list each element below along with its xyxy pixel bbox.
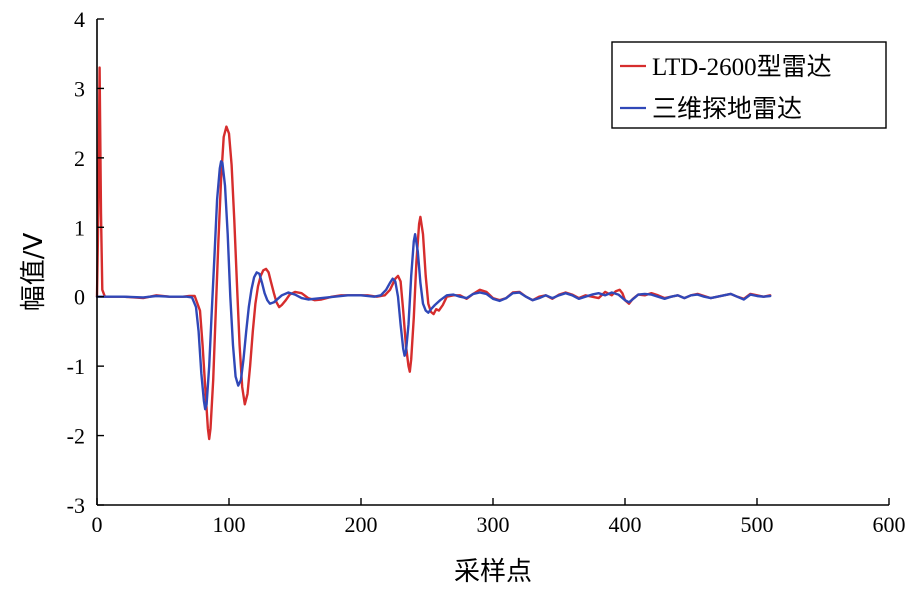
y-tick-label: 2 [74, 146, 85, 171]
x-tick-label: 100 [213, 512, 246, 537]
plot-area: 0 100 200 300 400 500 600 -3 -2 -1 0 1 2 3 4 [67, 7, 906, 537]
x-tick-label: 200 [345, 512, 378, 537]
legend-label-1: LTD-2600型雷达 [652, 53, 832, 81]
x-axis-title: 采样点 [454, 557, 532, 587]
y-tick-label: 1 [74, 215, 85, 240]
y-tick-label: -2 [67, 424, 85, 449]
x-tick-label: 0 [92, 512, 103, 537]
y-tick-label: 4 [74, 7, 85, 32]
y-tick-label: 3 [74, 76, 85, 101]
x-tick-label: 500 [741, 512, 774, 537]
series-line-1 [95, 66, 772, 441]
y-tick-label: 0 [74, 285, 85, 310]
legend-box [611, 41, 887, 129]
legend-label-2: 三维探地雷达 [652, 95, 802, 123]
x-ticks: 0 100 200 300 400 500 600 [92, 498, 906, 537]
y-ticks: -3 -2 -1 0 1 2 3 4 [67, 7, 104, 518]
series-group [95, 66, 772, 441]
x-tick-label: 300 [477, 512, 510, 537]
y-tick-label: -1 [67, 354, 85, 379]
y-axis-title: 幅值/V [19, 233, 49, 312]
x-tick-label: 400 [609, 512, 642, 537]
series-line-2 [95, 160, 772, 411]
y-tick-label: -3 [67, 493, 85, 518]
x-tick-label: 600 [873, 512, 906, 537]
